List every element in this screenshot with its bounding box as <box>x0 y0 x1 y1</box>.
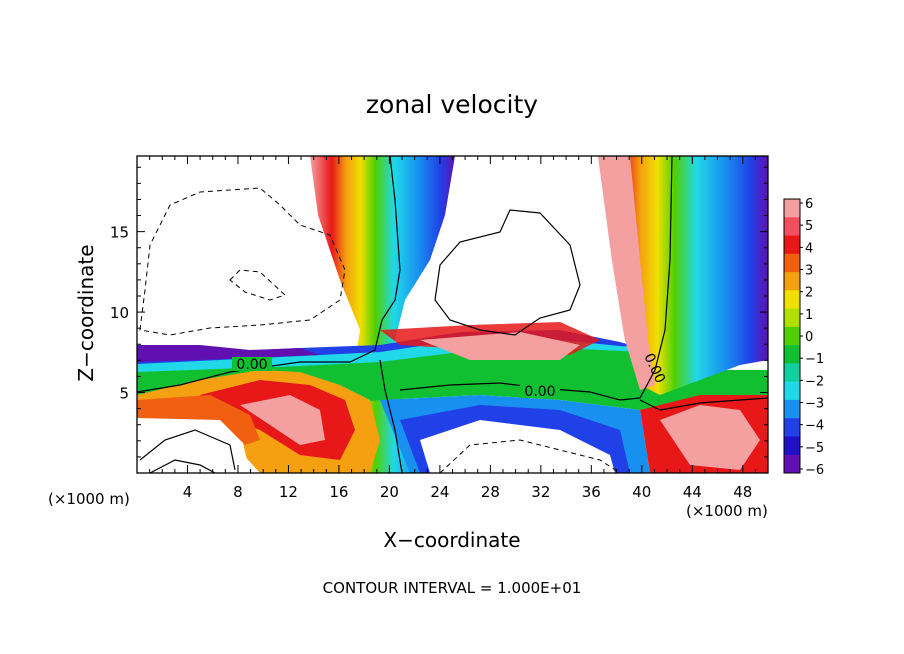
x-unit-right: (×1000 m) <box>686 502 768 520</box>
y-axis-label: Z−coordinate <box>74 244 98 381</box>
x-tick-label: 44 <box>683 483 702 501</box>
x-tick-label: 12 <box>279 483 298 501</box>
closed-contour-lowleft <box>139 429 236 471</box>
x-tick-label: 48 <box>733 483 752 501</box>
x-tick-label: 36 <box>582 483 601 501</box>
colorbar-label: 6 <box>805 197 813 212</box>
x-tick-label: 32 <box>531 483 550 501</box>
colorbar-swatch <box>784 381 800 401</box>
y-tick-label: 5 <box>119 385 129 403</box>
zero-contour-right <box>639 397 768 411</box>
colorbar-swatch <box>784 290 800 310</box>
colorbar-swatch <box>784 217 800 237</box>
chart-title: zonal velocity <box>366 90 538 119</box>
x-unit-left: (×1000 m) <box>48 490 130 508</box>
colorbar-swatch <box>784 399 800 419</box>
heatmap-field <box>137 156 768 473</box>
colorbar-swatch <box>784 235 800 255</box>
x-tick-label: 40 <box>632 483 651 501</box>
colorbar-swatch <box>784 253 800 273</box>
colorbar-swatch <box>784 326 800 346</box>
zero-contour-left <box>137 156 401 393</box>
x-tick-label: 16 <box>329 483 348 501</box>
colorbar-label: 1 <box>805 308 813 323</box>
y-axis-ticks: 5 10 15 <box>110 166 768 458</box>
colorbar-label: −6 <box>805 463 824 478</box>
colorbar-label: 5 <box>805 219 813 234</box>
contour-label-1: 0.00 <box>236 357 267 373</box>
colorbar-label: 2 <box>805 286 813 301</box>
negative-contours <box>139 187 621 473</box>
colorbar-swatch <box>784 454 800 474</box>
colorbar-swatch <box>784 345 800 364</box>
contour-label-2: 0.00 <box>524 384 555 400</box>
x-tick-label: 8 <box>233 483 243 501</box>
colorbar-swatch <box>784 199 800 218</box>
x-axis-label: X−coordinate <box>383 528 520 552</box>
x-tick-label: 20 <box>380 483 399 501</box>
colorbar-label: −2 <box>805 374 824 389</box>
colorbar-swatch <box>784 418 800 437</box>
y-tick-label: 10 <box>110 304 129 322</box>
colorbar-label: 0 <box>805 330 813 345</box>
left-jet-band <box>310 156 455 473</box>
x-axis-ticks: 4 8 12 16 20 24 28 32 36 40 44 48 <box>149 156 756 501</box>
colorbar-swatch <box>784 436 800 456</box>
contour-lines <box>137 156 768 473</box>
x-tick-label: 28 <box>481 483 500 501</box>
colorbar-label: −1 <box>805 352 824 367</box>
zero-contour-middle <box>399 156 673 401</box>
contour-interval-note: CONTOUR INTERVAL = 1.000E+01 <box>323 579 582 597</box>
colorbar-label: −5 <box>805 441 824 456</box>
zero-contour-vertical <box>379 359 403 473</box>
colorbar-label: 4 <box>805 241 813 256</box>
closed-contour-center <box>434 209 581 336</box>
x-tick-label: 24 <box>430 483 449 501</box>
colorbar-swatch <box>784 308 800 328</box>
colorbar-label: −4 <box>805 419 824 434</box>
colorbar-label: 3 <box>805 264 813 279</box>
y-tick-label: 15 <box>110 224 129 242</box>
colorbar: 6 5 4 3 2 1 0 −1 −2 −3 −4 −5 −6 <box>783 197 824 478</box>
x-tick-label: 4 <box>183 483 193 501</box>
colorbar-swatch <box>784 363 800 383</box>
colorbar-swatch <box>784 272 800 291</box>
colorbar-label: −3 <box>805 397 824 412</box>
